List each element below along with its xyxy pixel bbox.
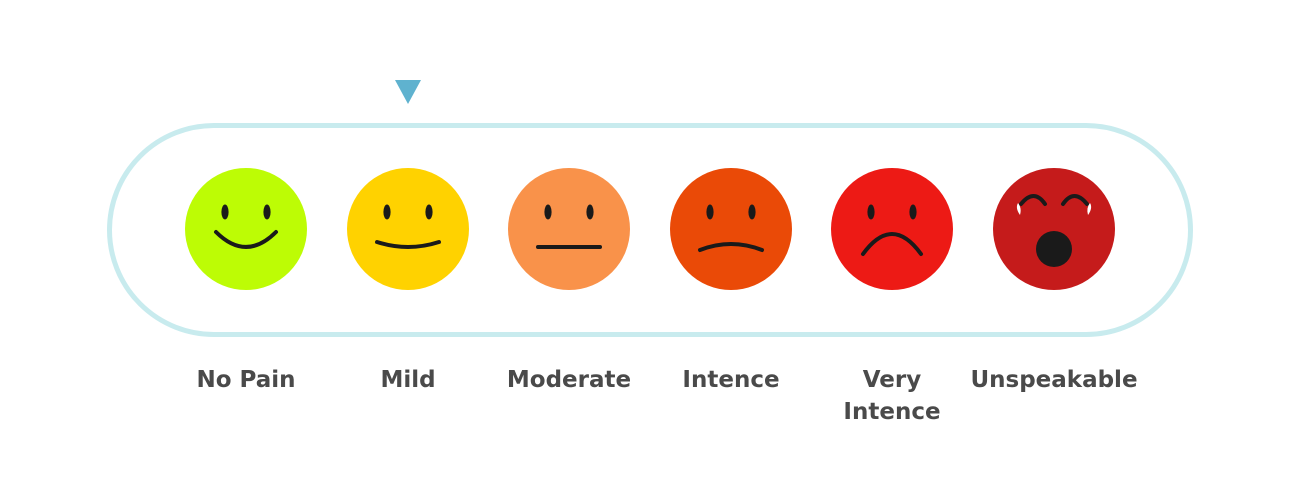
label-very-intence: Very Intence [843,367,941,425]
face-unspeakable-graphic [993,168,1115,290]
face-mild-icon[interactable] [347,168,469,290]
face-no-pain-icon[interactable] [185,168,307,290]
face-very-intence-icon[interactable] [831,168,953,290]
label-intence: Intence [682,367,780,393]
label-moderate: Moderate [506,367,632,393]
scale-track [107,123,1193,337]
face-unspeakable-icon[interactable] [993,168,1115,290]
face-moderate-icon[interactable] [508,168,630,290]
label-mild: Mild [380,367,436,393]
selected-level-indicator [395,80,421,104]
face-very-intence-graphic [831,168,953,290]
face-intence-icon[interactable] [670,168,792,290]
face-moderate-graphic [508,168,630,290]
face-no-pain-graphic [185,168,307,290]
face-mild-graphic [347,168,469,290]
label-no-pain: No Pain [196,367,296,393]
face-intence-graphic [670,168,792,290]
label-unspeakable: Unspeakable [970,367,1138,393]
